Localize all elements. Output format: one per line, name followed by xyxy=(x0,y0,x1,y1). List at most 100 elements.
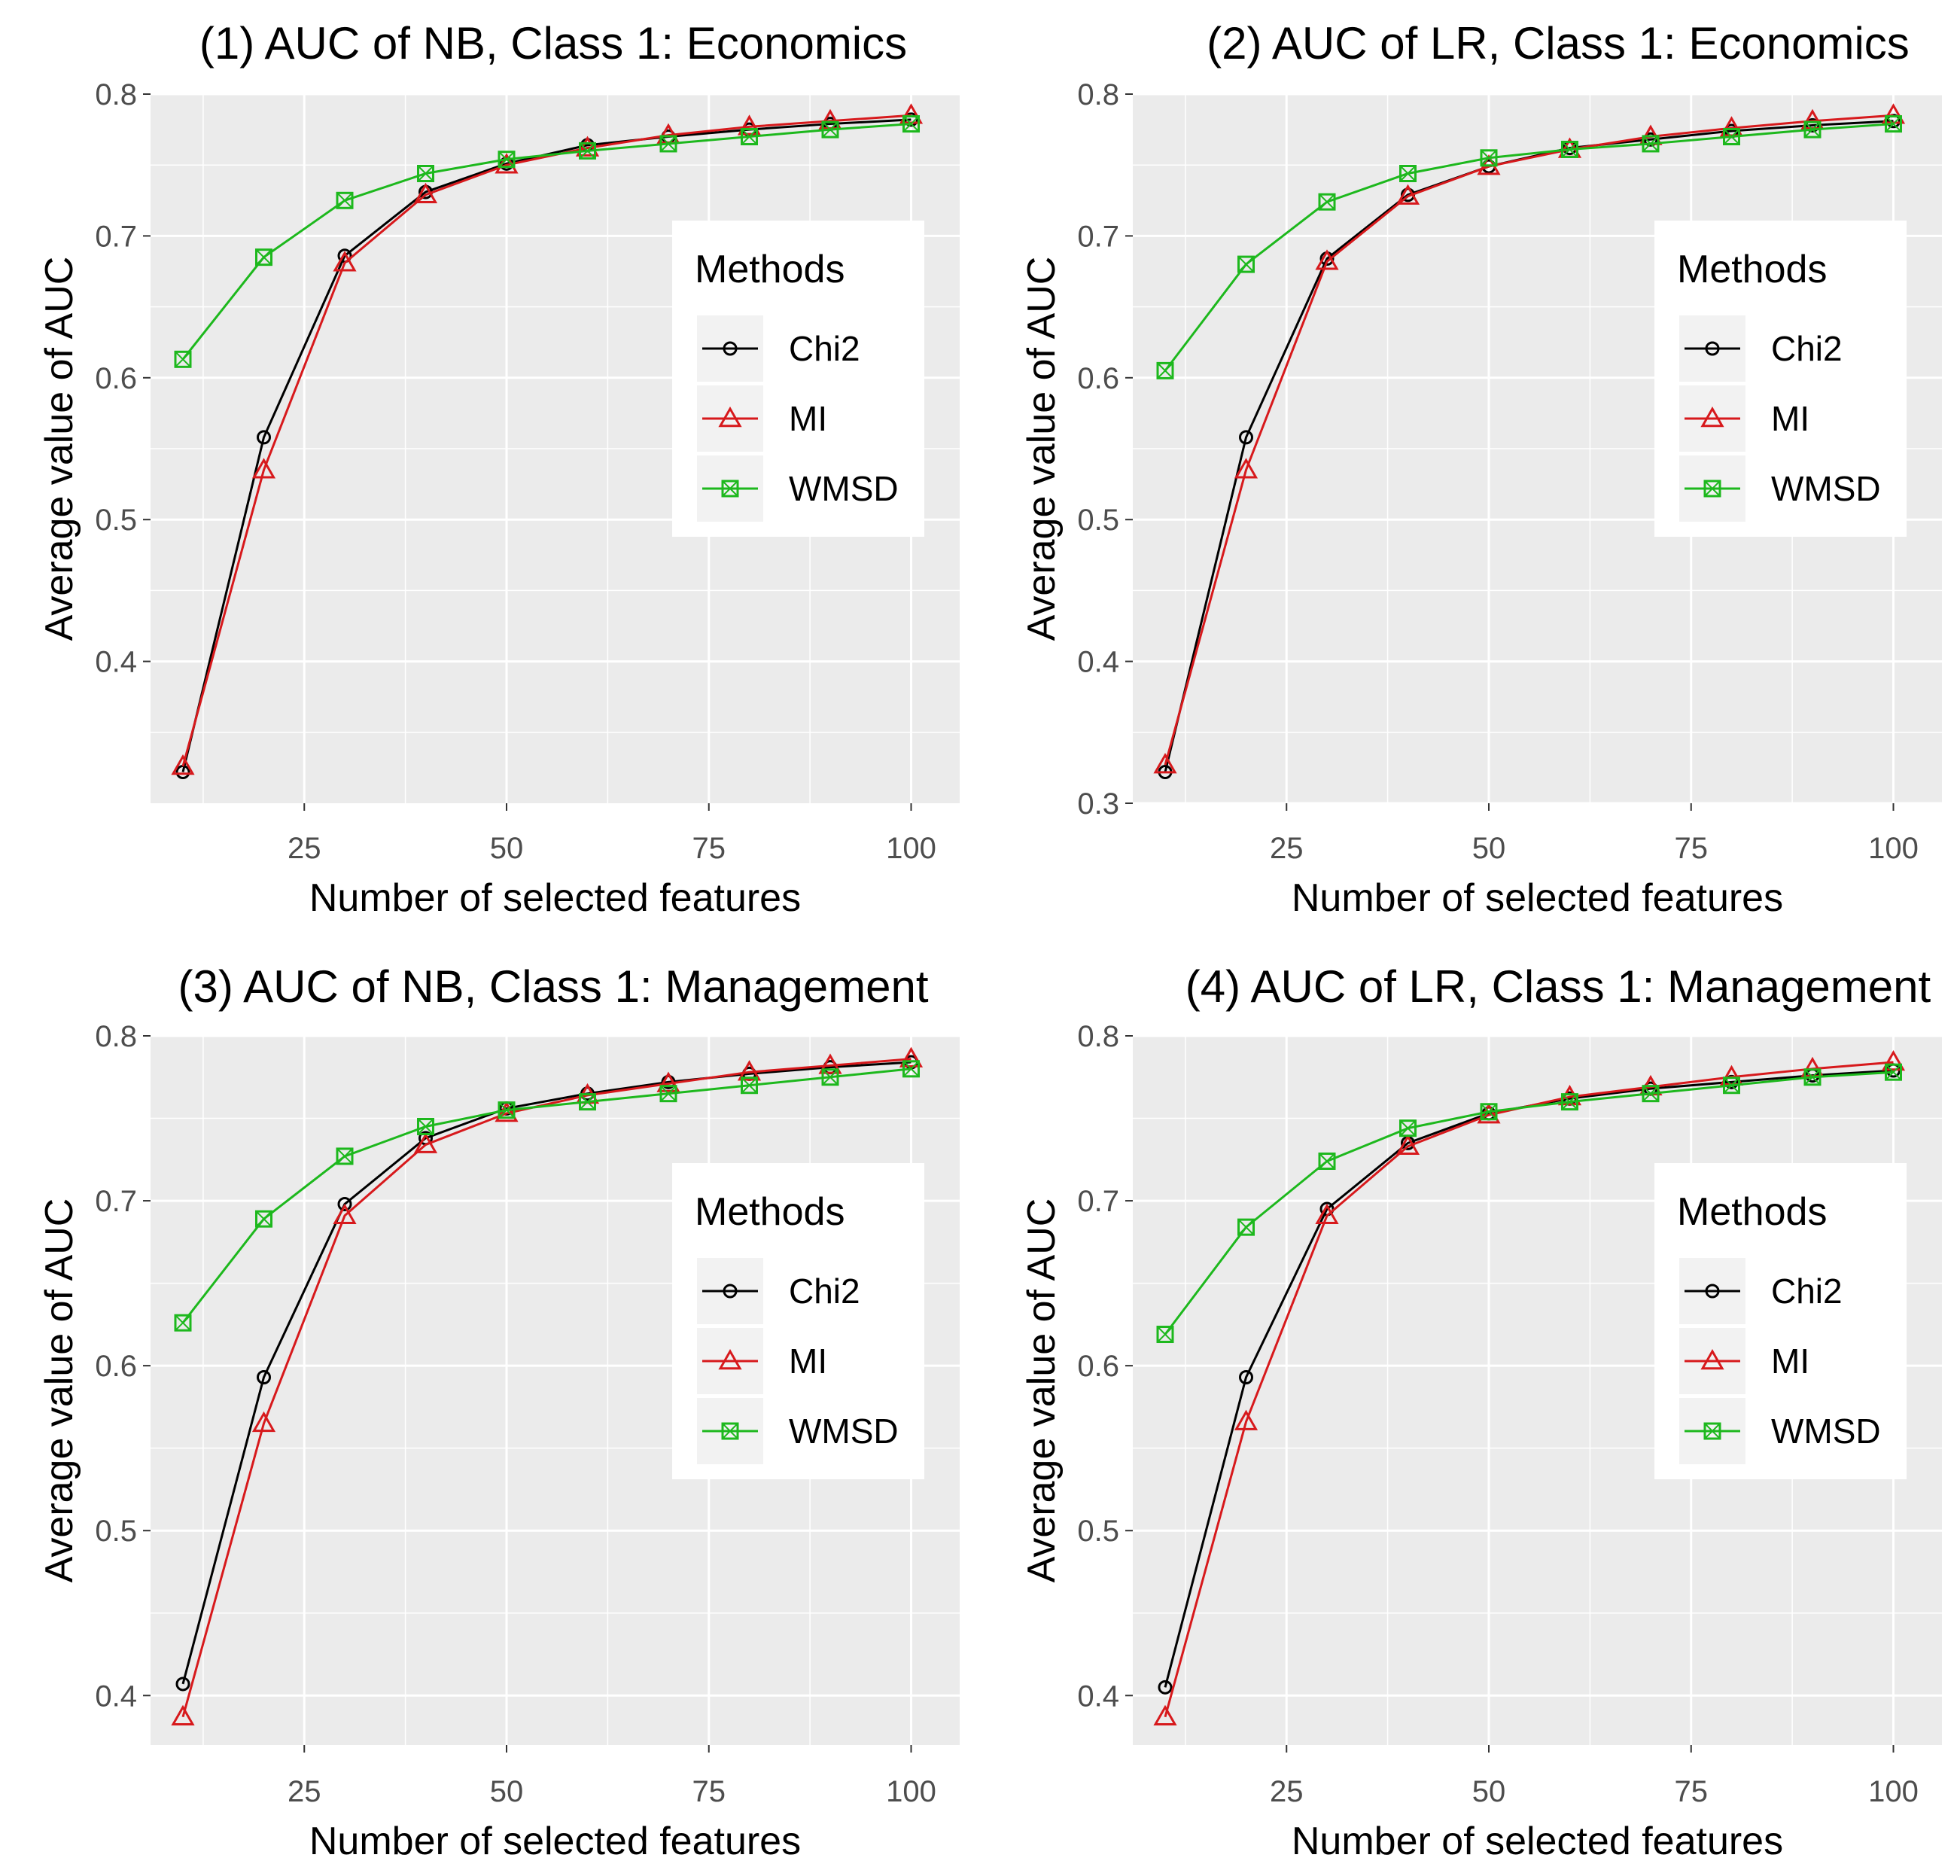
data-point-mi xyxy=(333,1203,357,1225)
data-point-mi xyxy=(1719,116,1744,137)
y-tick-label: 0.3 xyxy=(1077,787,1119,821)
chart-2: 25 50 75 100 0.3 0.4 0.5 0.6 0.7 0.8 (2) AUC of LR… xyxy=(1020,18,1942,920)
data-point-mi xyxy=(899,1046,924,1067)
legend-label: Chi2 xyxy=(1771,329,1843,368)
legend-key-marker xyxy=(1700,1348,1724,1370)
y-axis-label: Average value of AUC xyxy=(38,257,81,641)
y-tick-label: 0.8 xyxy=(1077,1020,1119,1053)
x-tick-label: 75 xyxy=(692,1775,726,1808)
legend-entry-chi2: Chi2 xyxy=(1679,1258,1843,1324)
data-point-chi2 xyxy=(904,112,918,127)
data-point-mi xyxy=(1395,184,1420,205)
data-point-wmsd xyxy=(1723,128,1740,146)
legend-entry-mi: MI xyxy=(1679,385,1809,452)
x-tick-label: 50 xyxy=(1472,1775,1506,1808)
legend-entry-chi2: Chi2 xyxy=(1679,315,1843,382)
legend-key-marker xyxy=(1705,1284,1720,1299)
y-tick-label: 0.8 xyxy=(95,78,137,111)
data-point-chi2 xyxy=(175,1677,190,1692)
data-point-wmsd xyxy=(255,248,272,266)
data-point-mi xyxy=(413,1132,438,1153)
data-point-mi xyxy=(251,1411,276,1433)
data-point-wmsd xyxy=(336,191,354,209)
data-point-wmsd xyxy=(1803,120,1822,139)
data-point-chi2 xyxy=(1239,430,1253,445)
legend-title: Methods xyxy=(1677,248,1827,291)
data-point-wmsd xyxy=(1642,1085,1660,1103)
series-wmsd xyxy=(1156,1063,1902,1344)
x-tick-label: 75 xyxy=(1675,832,1709,865)
legend: Methods Chi2 MI WMSD xyxy=(1654,1163,1907,1479)
x-axis-label: Number of selected features xyxy=(309,1820,801,1863)
data-point-wmsd xyxy=(659,1085,677,1103)
y-axis-label: Average value of AUC xyxy=(1020,257,1064,641)
data-point-mi xyxy=(656,123,680,144)
x-tick-label: 25 xyxy=(288,832,321,865)
chart-title: (2) AUC of LR, Class 1: Economics xyxy=(1207,18,1910,69)
legend: Methods Chi2 MI WMSD xyxy=(1654,221,1907,537)
legend-key-marker xyxy=(1703,1422,1721,1440)
data-point-wmsd xyxy=(417,165,434,183)
series-line-mi xyxy=(1164,114,1894,766)
series-line-wmsd xyxy=(181,1067,912,1324)
data-point-mi xyxy=(1234,458,1258,479)
data-point-wmsd xyxy=(1642,135,1660,153)
x-axis-label: Number of selected features xyxy=(1292,1820,1783,1863)
data-point-mi xyxy=(818,108,842,130)
y-axis-label: Average value of AUC xyxy=(1020,1198,1064,1583)
legend-key-marker xyxy=(723,341,738,356)
legend-key-marker xyxy=(721,1422,739,1440)
legend-title: Methods xyxy=(695,1190,845,1234)
legend-entry-chi2: Chi2 xyxy=(697,1258,860,1324)
x-tick-label: 50 xyxy=(490,832,524,865)
data-point-wmsd xyxy=(1156,1326,1174,1344)
data-point-wmsd xyxy=(1156,361,1174,379)
legend-label: Chi2 xyxy=(789,329,860,368)
data-point-wmsd xyxy=(174,1314,192,1332)
data-point-wmsd xyxy=(1399,1119,1417,1137)
data-point-mi xyxy=(1153,1704,1177,1726)
data-point-chi2 xyxy=(1886,114,1901,129)
y-tick-label: 0.4 xyxy=(95,1680,137,1713)
data-point-mi xyxy=(1800,108,1825,130)
data-point-chi2 xyxy=(1239,1369,1253,1384)
y-tick-label: 0.6 xyxy=(1077,1350,1119,1383)
x-tick-label: 100 xyxy=(1868,832,1919,865)
data-point-chi2 xyxy=(1805,117,1820,132)
legend-entry-wmsd: WMSD xyxy=(1679,455,1881,522)
data-point-wmsd xyxy=(821,120,839,139)
data-point-wmsd xyxy=(498,151,516,169)
series-wmsd xyxy=(174,115,920,368)
chart-4: 25 50 75 100 0.4 0.5 0.6 0.7 0.8 (4) AUC of LR, C… xyxy=(1020,961,1942,1863)
data-point-wmsd xyxy=(1480,149,1498,167)
y-tick-label: 0.5 xyxy=(95,504,137,537)
data-point-wmsd xyxy=(1723,1077,1740,1095)
x-axis-label: Number of selected features xyxy=(309,876,801,920)
y-tick-label: 0.6 xyxy=(95,1350,137,1383)
data-point-wmsd xyxy=(1318,193,1336,211)
data-point-mi xyxy=(1315,1203,1339,1225)
legend-label: MI xyxy=(1771,1342,1809,1381)
x-tick-label: 75 xyxy=(692,832,726,865)
y-tick-label: 0.8 xyxy=(1077,78,1119,111)
legend-key-marker xyxy=(721,480,739,498)
y-tick-label: 0.7 xyxy=(95,220,137,253)
legend-key-marker xyxy=(1703,480,1721,498)
data-point-mi xyxy=(1315,249,1339,270)
legend-label: WMSD xyxy=(789,469,899,508)
x-axis-label: Number of selected features xyxy=(1292,876,1783,920)
series-mi xyxy=(171,1046,924,1726)
data-point-mi xyxy=(1234,1409,1258,1430)
data-point-mi xyxy=(656,1071,680,1092)
data-point-mi xyxy=(1395,1134,1420,1156)
legend-key-marker xyxy=(718,1348,742,1370)
x-tick-label: 50 xyxy=(490,1775,524,1808)
data-point-wmsd xyxy=(659,135,677,153)
legend-entry-wmsd: WMSD xyxy=(1679,1398,1881,1464)
data-point-chi2 xyxy=(257,430,271,445)
series-line-mi xyxy=(181,114,912,767)
legend-label: WMSD xyxy=(1771,1412,1881,1451)
legend-entry-wmsd: WMSD xyxy=(697,455,899,522)
legend-entry-chi2: Chi2 xyxy=(697,315,860,382)
